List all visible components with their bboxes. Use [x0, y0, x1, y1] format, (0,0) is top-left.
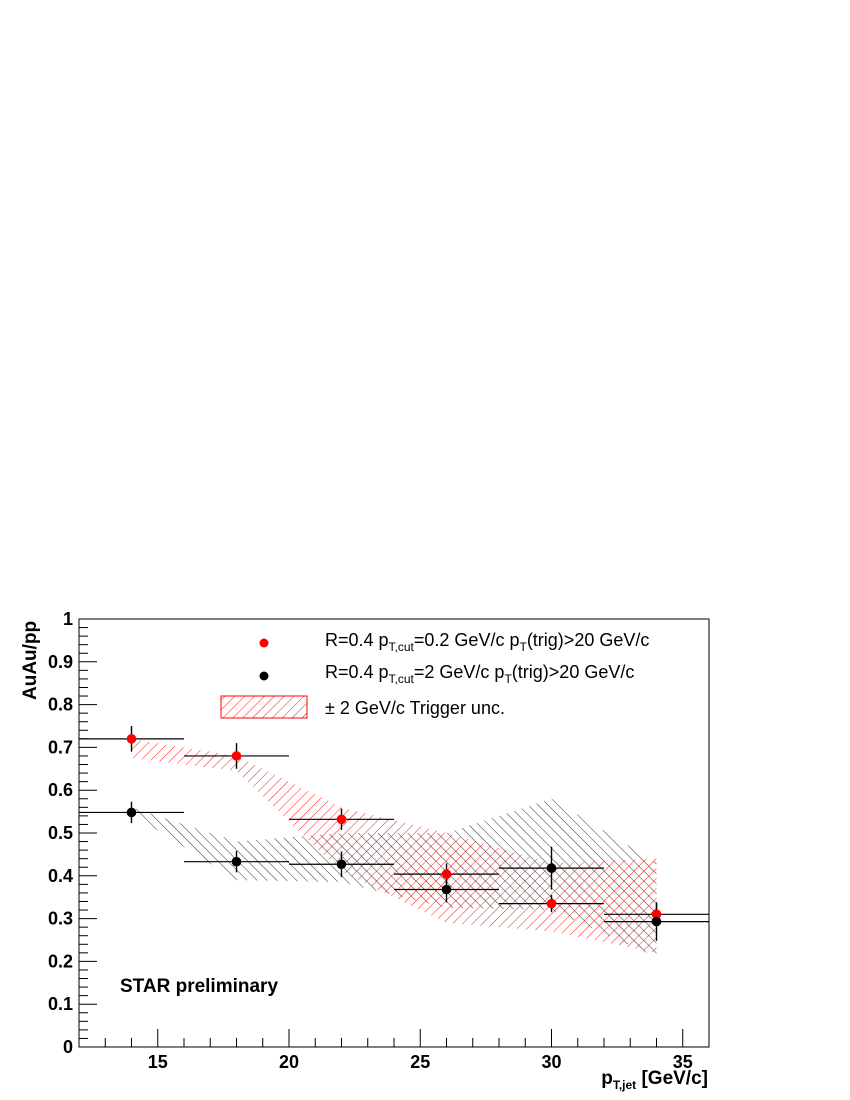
y-tick-label: 0.4	[48, 866, 73, 886]
legend-red-prefix: R=0.4 p	[325, 630, 389, 650]
legend-red-mid: =0.2 GeV/c p	[414, 630, 520, 650]
legend-black-sub2: T	[504, 672, 512, 686]
y-axis-label: AuAu/pp	[20, 621, 41, 700]
x-axis-label-rest: [GeV/c]	[636, 1068, 708, 1089]
legend-marker-black	[259, 671, 269, 681]
data-point-red	[126, 734, 137, 744]
data-point-black	[126, 807, 137, 818]
legend-black-sub1: T,cut	[389, 672, 415, 686]
x-tick-label: 25	[410, 1052, 430, 1072]
y-tick-label: 0.2	[48, 951, 73, 971]
legend-black-suffix: (trig)>20 GeV/c	[512, 662, 635, 682]
x-tick-label: 30	[541, 1052, 561, 1072]
y-tick-label: 0.5	[48, 823, 73, 843]
legend-label-black: R=0.4 pT,cut=2 GeV/c pT(trig)>20 GeV/c	[325, 662, 634, 686]
data-point-red	[336, 814, 347, 825]
y-tick-label: 0.1	[48, 994, 73, 1014]
legend-black-mid: =2 GeV/c p	[414, 662, 505, 682]
y-tick-label: 0.8	[48, 695, 73, 715]
x-tick-label: 15	[148, 1052, 168, 1072]
data-point-black	[546, 863, 557, 873]
legend-label-band: ± 2 GeV/c Trigger unc.	[325, 698, 505, 718]
y-tick-label: 0.9	[48, 652, 73, 672]
legend-red-sub2: T	[519, 640, 527, 654]
data-points	[126, 734, 662, 927]
axes: 0 0.1 0.2 0.3 0.4 0.5 0.6 0.7 0.8 0.9 1 15 20 25 30 35	[48, 609, 710, 1072]
legend-black-prefix: R=0.4 p	[325, 662, 389, 682]
y-tick-label: 0.6	[48, 780, 73, 800]
x-tick-label: 35	[673, 1052, 693, 1072]
x-axis-label-sub: T,jet	[613, 1078, 636, 1092]
data-point-red	[441, 869, 452, 879]
data-point-red	[231, 751, 242, 761]
x-axis-label: pT,jet [GeV/c]	[601, 1068, 708, 1092]
legend: R=0.4 pT,cut=0.2 GeV/c pT(trig)>20 GeV/c…	[220, 630, 649, 719]
x-tick-label: 20	[279, 1052, 299, 1072]
uncertainty-bands	[131, 738, 657, 958]
data-point-red	[651, 909, 662, 920]
uncertainty-band-red	[131, 738, 657, 953]
x-axis-label-main: p	[601, 1068, 613, 1089]
data-point-black	[231, 856, 242, 867]
data-point-red	[546, 898, 557, 909]
data-point-black	[441, 884, 452, 895]
legend-red-suffix: (trig)>20 GeV/c	[527, 630, 650, 650]
y-tick-label: 0.7	[48, 737, 73, 757]
legend-marker-red	[259, 638, 269, 648]
legend-band-swatch	[220, 695, 308, 719]
y-tick-label: 1	[63, 609, 73, 629]
data-point-black	[336, 859, 347, 870]
legend-red-sub1: T,cut	[389, 640, 415, 654]
data-point-black	[651, 916, 662, 927]
y-tick-label: 0	[63, 1037, 73, 1057]
star-preliminary-label: STAR preliminary	[120, 976, 278, 997]
legend-label-red: R=0.4 pT,cut=0.2 GeV/c pT(trig)>20 GeV/c	[325, 630, 649, 654]
y-tick-label: 0.3	[48, 909, 73, 929]
